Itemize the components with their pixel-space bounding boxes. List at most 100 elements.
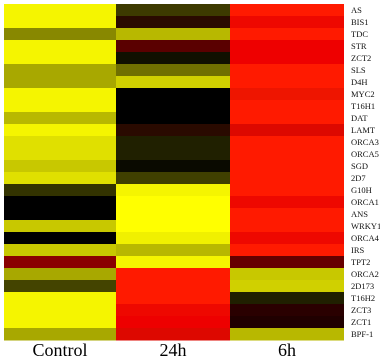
- row-label: LAMT: [351, 125, 376, 135]
- heatmap-cell: [116, 124, 230, 137]
- row-label: AS: [351, 5, 362, 15]
- row-label: SLS: [351, 65, 366, 75]
- heatmap-cell: [4, 16, 116, 29]
- heatmap-cell: [4, 64, 116, 77]
- row-label: ORCA3: [351, 137, 379, 147]
- heatmap-cell: [230, 112, 344, 125]
- heatmap-cell: [4, 232, 116, 245]
- heatmap-cell: [230, 4, 344, 17]
- heatmap-cell: [4, 184, 116, 197]
- heatmap-cell: [4, 304, 116, 317]
- row-label: T16H1: [351, 101, 375, 111]
- heatmap-cell: [116, 220, 230, 233]
- heatmap-cell: [4, 316, 116, 329]
- row-label: T16H2: [351, 293, 375, 303]
- heatmap-cell: [4, 52, 116, 65]
- row-label: SGD: [351, 161, 368, 171]
- heatmap-cell: [116, 196, 230, 209]
- heatmap-cell: [4, 112, 116, 125]
- heatmap-cell: [116, 112, 230, 125]
- heatmap-cell: [116, 268, 230, 281]
- heatmap-cell: [4, 256, 116, 269]
- heatmap-cell: [4, 196, 116, 209]
- heatmap-cell: [230, 256, 344, 269]
- row-label: ANS: [351, 209, 368, 219]
- heatmap-cell: [116, 256, 230, 269]
- heatmap-cell: [116, 280, 230, 293]
- heatmap-cell: [116, 160, 230, 173]
- heatmap-cell: [230, 64, 344, 77]
- heatmap-cell: [116, 136, 230, 149]
- heatmap-cell: [230, 208, 344, 221]
- heatmap-cell: [4, 292, 116, 305]
- heatmap-cell: [116, 40, 230, 53]
- heatmap-cell: [230, 184, 344, 197]
- row-label: MYC2: [351, 89, 375, 99]
- heatmap-cell: [116, 52, 230, 65]
- heatmap-cell: [4, 28, 116, 41]
- heatmap-cell: [116, 64, 230, 77]
- heatmap-cell: [4, 280, 116, 293]
- heatmap-cell: [230, 28, 344, 41]
- heatmap-cell: [230, 196, 344, 209]
- heatmap-cell: [230, 280, 344, 293]
- row-label: BPF-1: [351, 329, 373, 339]
- heatmap-cell: [230, 220, 344, 233]
- row-label: 2D173: [351, 281, 374, 291]
- heatmap-cell: [4, 40, 116, 53]
- heatmap-cell: [4, 4, 116, 17]
- heatmap-cell: [116, 292, 230, 305]
- row-label: ORCA1: [351, 197, 379, 207]
- column-label: 6h: [278, 340, 296, 359]
- heatmap-cell: [230, 100, 344, 113]
- heatmap-cell: [4, 208, 116, 221]
- heatmap-cell: [230, 316, 344, 329]
- heatmap-cell: [230, 40, 344, 53]
- heatmap-cell: [230, 268, 344, 281]
- heatmap-cell: [230, 244, 344, 257]
- row-label: ORCA2: [351, 269, 379, 279]
- row-label: STR: [351, 41, 367, 51]
- row-label: G10H: [351, 185, 372, 195]
- heatmap-cell: [4, 244, 116, 257]
- heatmap-cell: [4, 100, 116, 113]
- heatmap-cell: [116, 76, 230, 89]
- heatmap-cell: [116, 244, 230, 257]
- heatmap-cell: [230, 232, 344, 245]
- heatmap-cell: [116, 88, 230, 101]
- row-label: 2D7: [351, 173, 366, 183]
- heatmap-cell: [116, 184, 230, 197]
- heatmap-cell: [4, 76, 116, 89]
- heatmap-cell: [230, 76, 344, 89]
- heatmap-cell: [4, 88, 116, 101]
- heatmap-cell: [116, 328, 230, 341]
- heatmap-cell: [116, 232, 230, 245]
- row-label: ZCT3: [351, 305, 371, 315]
- heatmap-cell: [230, 124, 344, 137]
- heatmap-cell: [230, 328, 344, 341]
- heatmap-cell: [4, 148, 116, 161]
- heatmap-cell: [116, 148, 230, 161]
- row-label: ZCT2: [351, 53, 371, 63]
- heatmap-cell: [230, 16, 344, 29]
- heatmap-cell: [230, 160, 344, 173]
- row-label: ORCA5: [351, 149, 379, 159]
- row-label: WRKY1: [351, 221, 380, 231]
- heatmap-cell: [116, 16, 230, 29]
- column-label: 24h: [160, 340, 187, 359]
- row-label: ORCA4: [351, 233, 380, 243]
- heatmap-cell: [4, 328, 116, 341]
- heatmap-cell: [4, 172, 116, 185]
- heatmap-cell: [4, 268, 116, 281]
- heatmap-cell: [230, 304, 344, 317]
- heatmap-cell: [230, 52, 344, 65]
- heatmap-cell: [116, 172, 230, 185]
- column-label: Control: [32, 340, 87, 359]
- row-label: DAT: [351, 113, 368, 123]
- heatmap-cell: [116, 100, 230, 113]
- heatmap-cell: [116, 304, 230, 317]
- heatmap-cell: [4, 124, 116, 137]
- heatmap-cell: [230, 136, 344, 149]
